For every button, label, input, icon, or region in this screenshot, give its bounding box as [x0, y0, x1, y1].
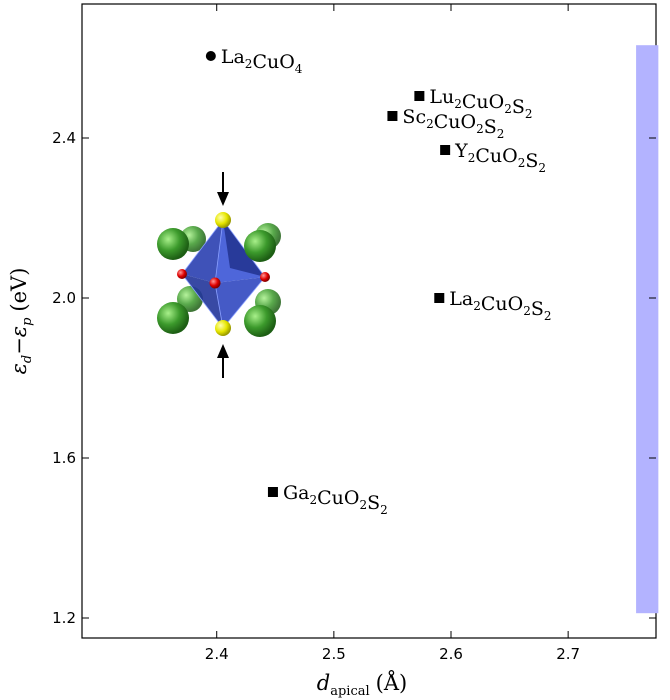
- point-label: Y2CuO2S2: [454, 140, 546, 175]
- point-label: La2CuO4: [221, 46, 303, 76]
- octahedron-structure-image: [157, 172, 281, 378]
- data-point: [440, 145, 451, 155]
- y-tick-label: 2.0: [52, 289, 76, 307]
- x-tick-label: 2.5: [322, 645, 346, 663]
- y-axis-label-unit: (eV): [7, 268, 31, 312]
- svg-text:εd−εp(eV): εd−εp(eV): [7, 268, 35, 375]
- y-axis-label-b: ε: [7, 326, 31, 337]
- x-axis-label-sub: apical: [330, 684, 369, 699]
- up-arrow-icon: [217, 344, 229, 378]
- x-axis-label: dapical (Å): [317, 670, 407, 699]
- y-tick-label: 2.4: [52, 129, 76, 147]
- data-point: [267, 487, 278, 497]
- data-point: [434, 293, 445, 303]
- x-tick-label: 2.4: [205, 645, 229, 663]
- down-arrow-icon: [217, 172, 229, 206]
- data-point: [414, 91, 425, 101]
- highlight-band: [636, 45, 659, 614]
- y-axis-label: εd−εp(eV): [7, 268, 35, 375]
- point-label: Lu2CuO2S2: [429, 86, 532, 121]
- y-axis-label-b-sub: p: [20, 317, 35, 326]
- svg-text:dapical(Å): dapical (Å): [317, 670, 407, 699]
- x-tick-label: 2.7: [556, 645, 580, 663]
- x-tick-label: 2.6: [439, 645, 463, 663]
- point-label: Sc2CuO2S2: [402, 106, 504, 141]
- y-axis-label-a-sub: d: [20, 355, 35, 363]
- x-axis-label-unit: (Å): [376, 670, 408, 695]
- data-point: [387, 111, 398, 121]
- y-tick-label: 1.2: [52, 609, 76, 627]
- y-axis-label-minus: −: [7, 337, 31, 355]
- point-label: La2CuO2S2: [449, 288, 551, 323]
- data-point: [205, 51, 216, 61]
- y-tick-label: 1.6: [52, 449, 76, 467]
- x-axis-label-main: d: [317, 671, 330, 695]
- y-axis-label-a: ε: [7, 363, 31, 374]
- point-label: Ga2CuO2S2: [283, 482, 388, 517]
